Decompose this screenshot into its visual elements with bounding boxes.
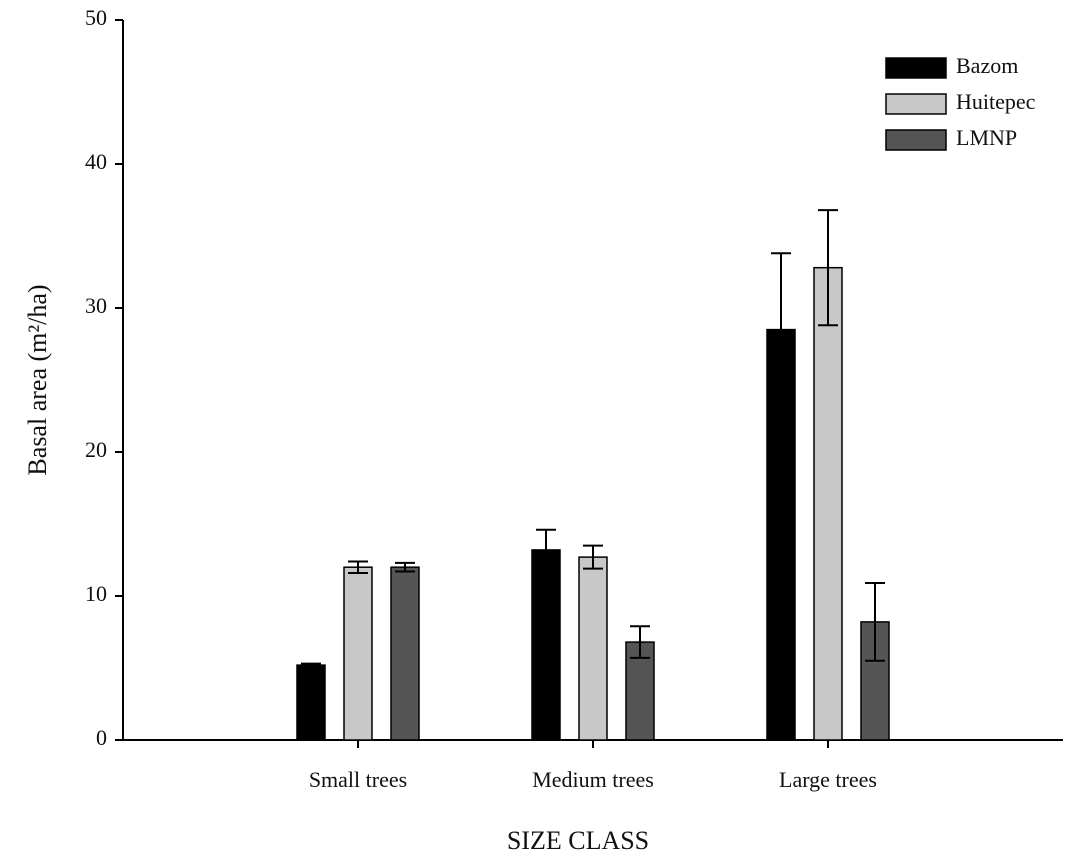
legend-label: Bazom: [956, 53, 1018, 78]
y-tick-label: 0: [96, 725, 107, 750]
bar: [296, 664, 326, 741]
x-tick-label: Medium trees: [532, 767, 654, 792]
bar: [343, 566, 373, 741]
bar: [390, 566, 420, 741]
bar: [531, 549, 561, 741]
error-bar: [536, 528, 556, 572]
bar: [578, 556, 608, 741]
error-bar: [395, 561, 415, 573]
x-axis-label: SIZE CLASS: [507, 826, 649, 855]
error-bar: [583, 544, 603, 570]
x-tick-label: Small trees: [309, 767, 407, 792]
legend-swatch: [885, 93, 947, 115]
legend-label: Huitepec: [956, 89, 1036, 114]
legend-label: LMNP: [956, 125, 1017, 150]
legend-swatch: [885, 57, 947, 79]
y-tick-label: 20: [85, 437, 107, 462]
y-tick-label: 40: [85, 149, 107, 174]
error-bar: [348, 560, 368, 574]
error-bar: [771, 252, 791, 407]
error-bar: [865, 582, 885, 662]
y-tick-label: 30: [85, 293, 107, 318]
error-bar: [818, 209, 838, 327]
y-axis-label: Basal area (m²/ha): [23, 284, 52, 475]
y-tick-label: 10: [85, 581, 107, 606]
error-bar: [301, 662, 321, 668]
y-tick-label: 50: [85, 5, 107, 30]
legend-swatch: [885, 129, 947, 151]
error-bar: [630, 625, 650, 659]
x-tick-label: Large trees: [779, 767, 877, 792]
bar: [813, 266, 843, 741]
